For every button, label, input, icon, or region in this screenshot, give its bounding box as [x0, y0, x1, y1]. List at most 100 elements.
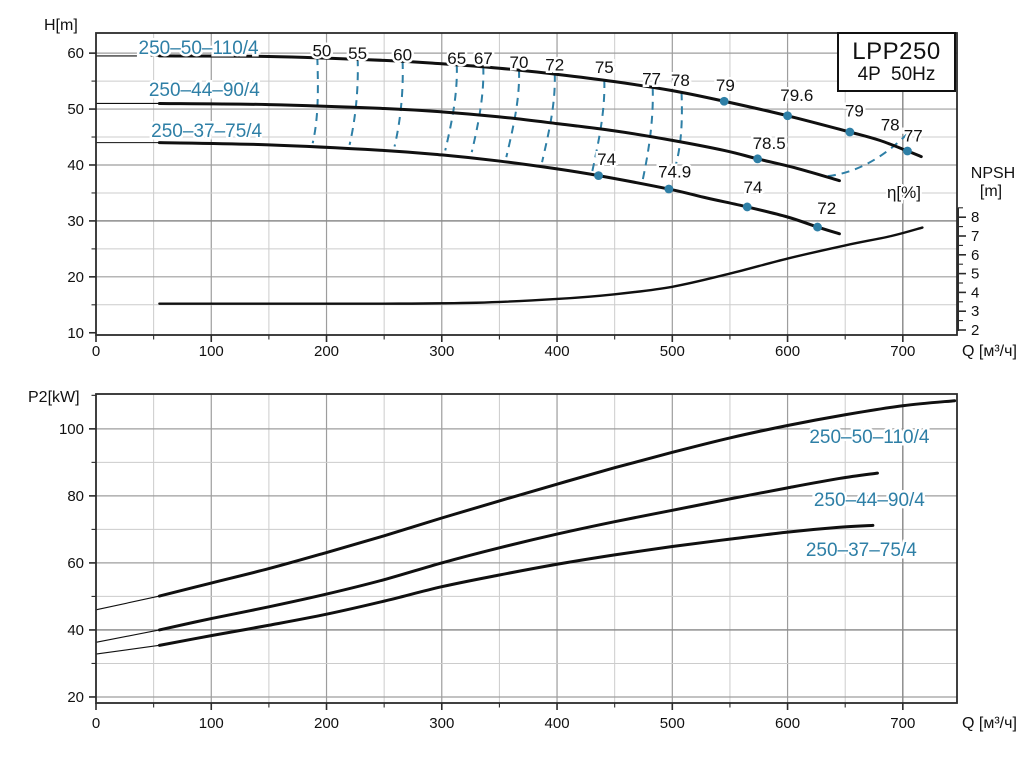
curve-label: 250–50–110/4 [809, 427, 930, 448]
gridlines [96, 33, 957, 335]
x-tick-label: 500 [660, 343, 685, 360]
model-speed-frequency: 4P 50Hz [857, 63, 936, 85]
efficiency-value-label: 78 [671, 71, 690, 90]
npsh-tick-label: 3 [971, 303, 979, 320]
efficiency-contour [470, 66, 485, 153]
efficiency-dot [783, 111, 792, 121]
efficiency-value-label: 74 [597, 150, 616, 169]
series-250-44-90-4 [95, 471, 879, 643]
performance-curve [157, 141, 841, 236]
efficiency-dot [719, 96, 729, 106]
x-tick-label: 300 [429, 343, 454, 360]
model-name: LPP250 [852, 37, 941, 65]
y-tick-label: 80 [67, 488, 84, 505]
efficiency-value-label: 72 [545, 55, 564, 74]
npsh-tick-label: 4 [971, 284, 979, 301]
y-tick-label: 40 [67, 622, 84, 639]
curve-label: 250–50–110/4 [139, 38, 260, 59]
x-tick-label: 600 [775, 343, 800, 360]
x-tick-label: 700 [890, 343, 915, 360]
efficiency-value-label: 67 [474, 49, 493, 68]
x-axis-title: Q [м³/ч] [962, 715, 1017, 732]
y-axis-title: H[m] [44, 17, 78, 34]
y-tick-label: 40 [67, 157, 84, 174]
efficiency-value-label: 79 [845, 102, 864, 121]
model-title-box: LPP250 4P 50Hz [837, 32, 956, 92]
efficiency-contour [393, 60, 404, 147]
efficiency-value-label: 78 [881, 116, 900, 135]
x-tick-label: 400 [545, 343, 570, 360]
npsh-tick-label: 2 [971, 322, 979, 339]
efficiency-contour [311, 57, 319, 144]
curve-label: 250–44–90/4 [149, 80, 260, 101]
curve-label: 250–37–75/4 [806, 540, 917, 561]
efficiency-dot [594, 171, 603, 181]
npsh-axis-unit: [m] [980, 183, 1002, 200]
x-tick-label: 0 [92, 715, 100, 732]
x-tick-label: 0 [92, 343, 100, 360]
efficiency-value-label: 65 [447, 49, 466, 68]
power-flow-chart: 250–50–110/4 250–44–90/4 250–37–75/4 0 100 20… [28, 389, 1017, 732]
y-tick-label: 20 [67, 689, 84, 706]
efficiency-contour [541, 73, 556, 163]
efficiency-dot [813, 222, 822, 232]
efficiency-contour [505, 69, 521, 158]
efficiency-value-label: 74 [744, 178, 763, 197]
y-tick-label: 20 [67, 269, 84, 286]
performance-curve [157, 471, 879, 632]
x-tick-label: 500 [660, 715, 685, 732]
x-tick-label: 600 [775, 715, 800, 732]
efficiency-dot [845, 127, 855, 137]
series-250-50-110-4 [96, 54, 923, 159]
y-tick-label: 10 [67, 325, 84, 342]
curve-label: 250–37–75/4 [151, 121, 262, 142]
head-flow-chart: 250–50–110/4 250–44–90/4 250–37–75/4 79 79.6… [44, 17, 1017, 360]
efficiency-value-label: 77 [642, 69, 661, 88]
efficiency-value-label: 60 [393, 45, 412, 64]
efficiency-value-label: 72 [817, 199, 836, 218]
efficiency-contour [674, 92, 683, 166]
npsh-tick-label: 8 [971, 209, 979, 226]
x-tick-label: 700 [890, 715, 915, 732]
npsh-axis-title: NPSH [971, 165, 1015, 182]
x-tick-label: 100 [199, 343, 224, 360]
npsh-axis: 2 3 45 6 7 8 NPSH[m] [957, 165, 1015, 339]
x-tick-label: 200 [314, 343, 339, 360]
efficiency-value-label: 77 [904, 126, 923, 145]
npsh-tick-label: 7 [971, 228, 979, 245]
performance-curve [157, 54, 923, 159]
series-250-37-75-4 [96, 141, 841, 236]
curve-label: 250–44–90/4 [814, 490, 925, 511]
performance-curve [157, 523, 875, 647]
efficiency-dot [742, 202, 752, 212]
y-tick-label: 30 [67, 213, 84, 230]
efficiency-value-label: 79.6 [780, 86, 813, 105]
y-axis-title: P2[kW] [28, 389, 80, 406]
curve-thin-extension [95, 629, 160, 643]
y-tick-label: 60 [67, 45, 84, 62]
x-axis-title: Q [м³/ч] [962, 343, 1017, 360]
efficiency-value-label: 79 [716, 76, 735, 95]
efficiency-dot [903, 146, 912, 156]
efficiency-dot [753, 154, 762, 164]
y-tick-label: 50 [67, 101, 84, 118]
npsh-curve [158, 226, 924, 305]
npsh-tick-label: 5 [971, 266, 979, 283]
efficiency-value-label: 70 [510, 53, 529, 72]
efficiency-value-label: 50 [312, 41, 331, 60]
efficiency-contour [444, 64, 458, 151]
efficiency-value-label: 75 [595, 58, 614, 77]
curve-thin-extension [95, 644, 160, 655]
efficiency-value-label: 78.5 [753, 134, 786, 153]
performance-curve [157, 399, 957, 598]
series-250-50-110-4 [95, 399, 957, 611]
x-tick-label: 100 [199, 715, 224, 732]
efficiency-value-label: 55 [348, 44, 367, 63]
x-tick-label: 400 [545, 715, 570, 732]
efficiency-contour [348, 58, 359, 146]
plot-frame [95, 32, 958, 336]
eta-axis-label: η[%] [887, 183, 921, 202]
series-250-37-75-4 [95, 523, 875, 655]
y-tick-label: 100 [59, 421, 84, 438]
